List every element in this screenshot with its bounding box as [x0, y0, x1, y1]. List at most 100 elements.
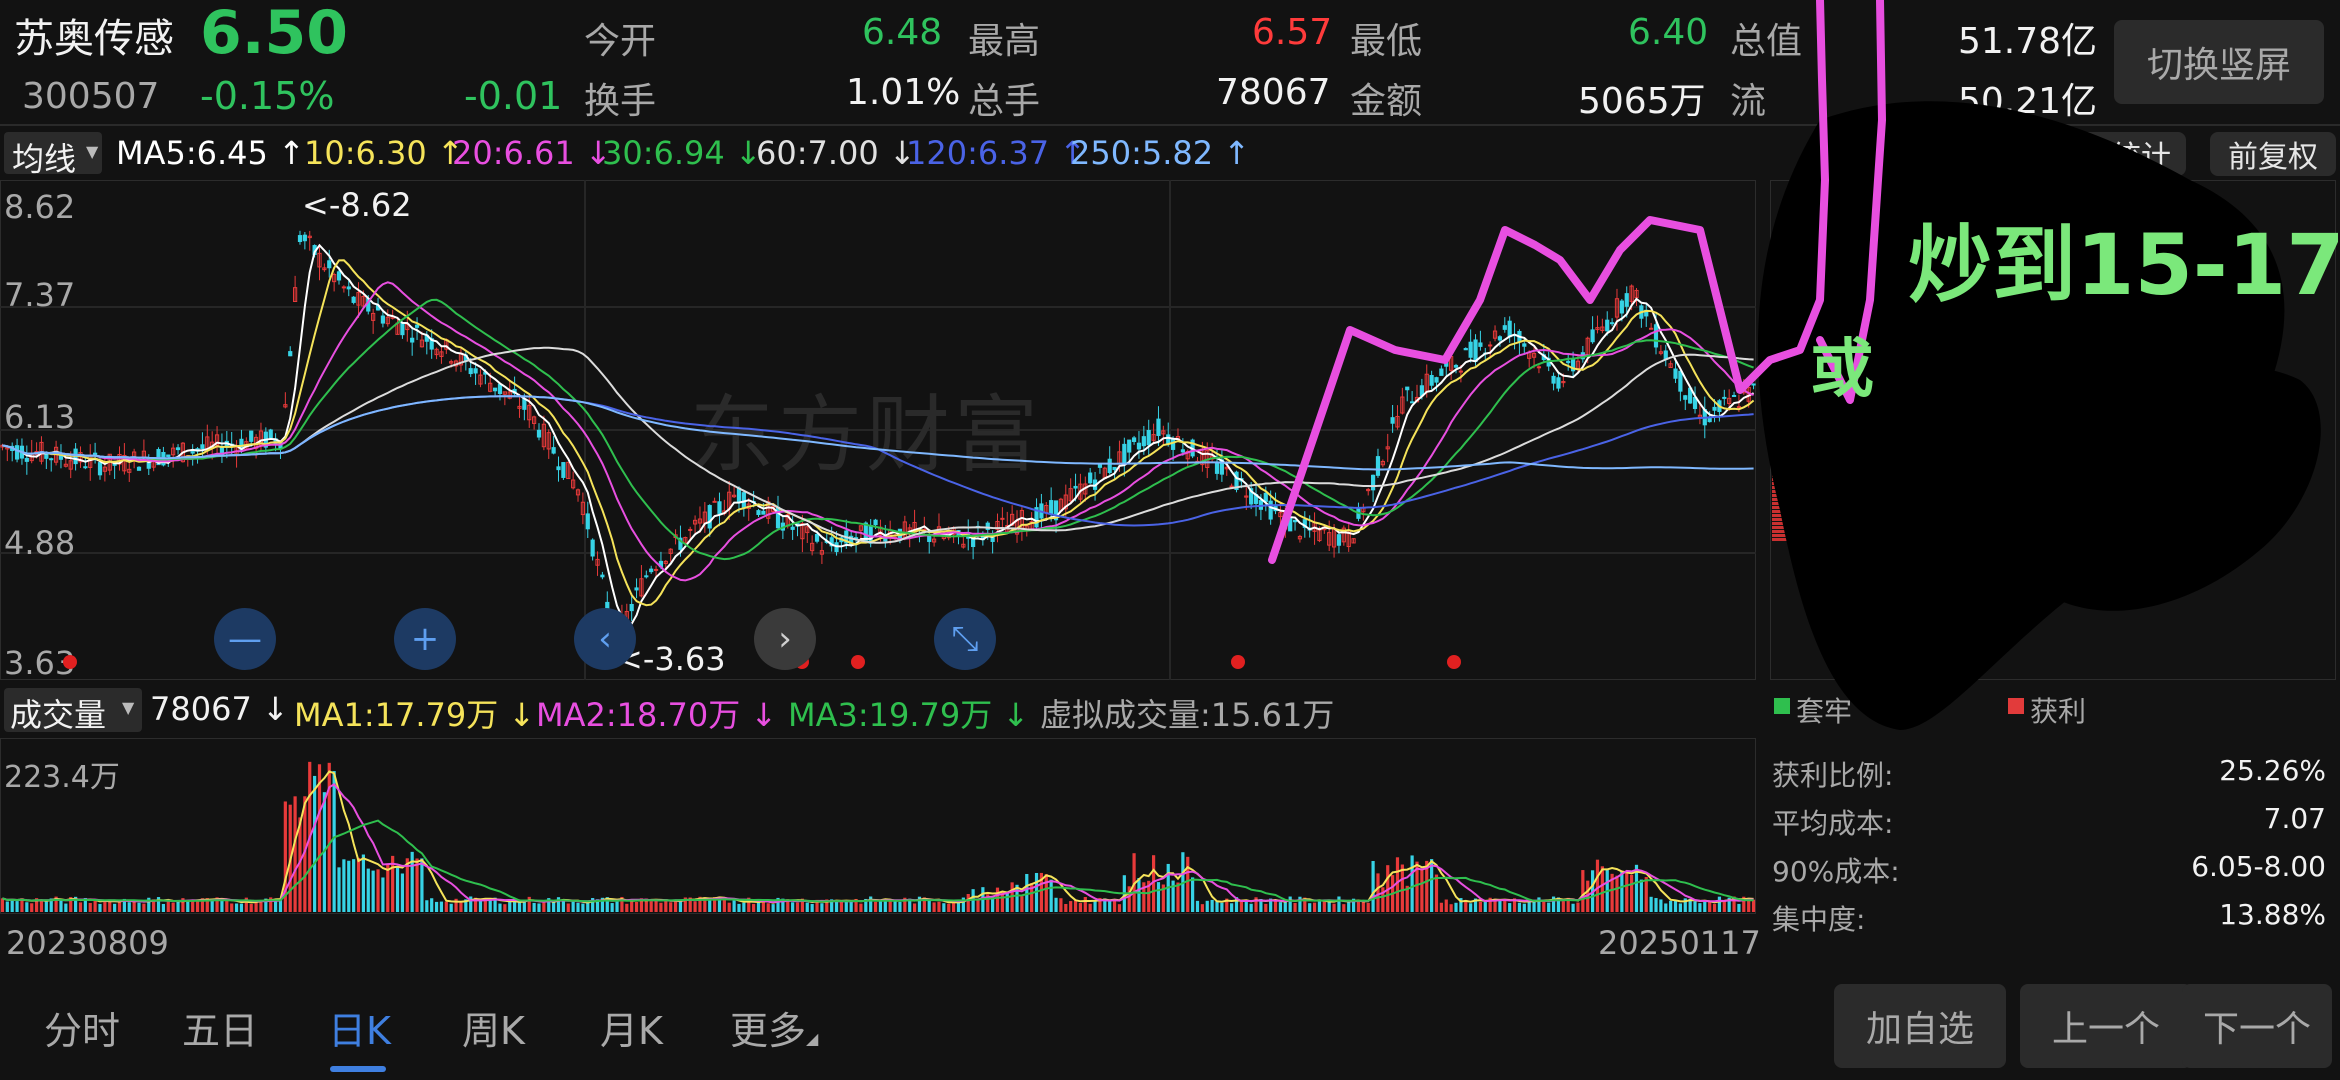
- next-stock-button[interactable]: 下一个: [2182, 984, 2332, 1068]
- candle-body: [829, 537, 834, 547]
- candle-body: [97, 462, 103, 476]
- candle-body: [668, 548, 673, 554]
- volume-bar: [1298, 896, 1302, 912]
- candle-body: [385, 316, 390, 325]
- tab-more[interactable]: 更多◢: [730, 1000, 818, 1055]
- volume-bar: [1322, 899, 1326, 912]
- vol-ma2: MA2:18.70万 ↓: [536, 696, 778, 734]
- tab-daily-k[interactable]: 日K: [328, 1009, 391, 1053]
- volume-bar: [756, 901, 761, 912]
- tab-monthly-k[interactable]: 月K: [600, 1009, 663, 1053]
- volume-bar: [922, 897, 926, 912]
- candle-body: [1297, 535, 1303, 540]
- volume-bar: [669, 902, 673, 912]
- volume-bar: [332, 771, 336, 912]
- candle-body: [317, 252, 322, 268]
- candle-body: [1736, 406, 1742, 409]
- candle-body: [1727, 397, 1732, 405]
- volume-bar: [464, 899, 468, 912]
- previous-stock-button[interactable]: 上一个: [2020, 984, 2192, 1068]
- volume-bar: [108, 899, 112, 912]
- candle-body: [166, 454, 171, 457]
- plus-icon: +: [410, 619, 440, 659]
- volume-bar: [625, 903, 629, 912]
- tab-weekly-k[interactable]: 周K: [462, 1009, 525, 1053]
- volume-bar: [1191, 877, 1195, 912]
- volume-bar: [142, 903, 146, 912]
- volume-bar: [88, 902, 92, 912]
- volume-bar: [742, 902, 746, 912]
- volume-bar: [664, 899, 668, 912]
- volume-bar: [137, 902, 141, 912]
- scroll-right-button[interactable]: ›: [754, 608, 816, 670]
- volume-bar: [703, 897, 707, 912]
- ma-line-250: [2, 395, 1754, 471]
- shrink-button[interactable]: ⤡: [934, 608, 996, 670]
- adjust-button[interactable]: 前复权: [2210, 132, 2336, 176]
- ma-selector[interactable]: 均线 ▼: [4, 132, 102, 178]
- candle-body: [551, 447, 556, 454]
- concentration-value: 13.88%: [2219, 898, 2326, 931]
- volume-bar: [1644, 877, 1648, 912]
- candle-body: [1502, 325, 1507, 330]
- candle-body: [1375, 456, 1381, 476]
- zoom-in-button[interactable]: +: [394, 608, 456, 670]
- switch-portrait-button[interactable]: 切换竖屏: [2114, 20, 2324, 104]
- volume-bar: [956, 902, 961, 912]
- volume-bar: [1156, 882, 1161, 912]
- annotation-or: 或: [1810, 333, 1874, 407]
- volume-bar: [791, 902, 795, 912]
- volume-chart-area[interactable]: [0, 738, 1756, 914]
- volume-bar: [156, 897, 161, 912]
- volume-bar: [1347, 902, 1351, 912]
- volume-bar: [117, 900, 122, 912]
- volume-bar: [1059, 898, 1063, 912]
- volume-bar: [493, 897, 497, 912]
- volume-bar: [469, 896, 473, 912]
- volume-bar: [1254, 897, 1258, 912]
- candle-body: [1668, 363, 1673, 368]
- stock-name: 苏奥传感: [14, 16, 174, 62]
- candle-body: [961, 543, 966, 548]
- tab-intraday[interactable]: 分时: [44, 1009, 121, 1053]
- add-watchlist-button[interactable]: 加自选: [1834, 984, 2006, 1068]
- volume-bar: [15, 901, 19, 912]
- volume-value: 78067: [1216, 72, 1331, 113]
- candle-body: [380, 315, 386, 324]
- volume-bar: [903, 897, 907, 912]
- candle-body: [356, 292, 361, 306]
- concentration-label: 集中度:: [1772, 903, 1866, 936]
- y-tick-3: 6.13: [4, 398, 76, 436]
- candle-body: [717, 501, 722, 514]
- candle-body: [590, 539, 595, 557]
- volume-bar: [830, 899, 834, 912]
- avg-cost-label: 平均成本:: [1772, 807, 1894, 840]
- volume-y-max: 223.4万: [4, 760, 120, 795]
- volume-bar: [366, 868, 370, 912]
- volume-bar: [1595, 859, 1600, 912]
- volume-bar: [995, 887, 1000, 912]
- candle-body: [790, 526, 795, 530]
- candle-body: [756, 510, 761, 516]
- volume-bar: [1478, 901, 1483, 912]
- volume-bar: [732, 900, 736, 912]
- volume-bar: [381, 877, 385, 912]
- candle-body: [1488, 344, 1493, 347]
- volume-bar: [1483, 900, 1487, 912]
- volume-bar: [1561, 901, 1565, 912]
- candle-body: [1463, 348, 1468, 351]
- volume-bar: [1547, 902, 1551, 912]
- change-amount: -0.01: [464, 74, 563, 118]
- zoom-out-button[interactable]: —: [214, 608, 276, 670]
- volume-bar: [952, 900, 956, 912]
- candle-body: [761, 510, 766, 515]
- tab-five-day[interactable]: 五日: [182, 1009, 259, 1053]
- candle-body: [190, 451, 195, 454]
- candle-body: [649, 568, 654, 573]
- volume-bar: [395, 867, 400, 912]
- volume-bar: [191, 899, 195, 912]
- scroll-left-button[interactable]: ‹: [574, 608, 636, 670]
- volume-selector[interactable]: 成交量 ▼: [4, 688, 142, 734]
- volume-bar: [410, 851, 414, 912]
- volume-bar: [225, 899, 229, 912]
